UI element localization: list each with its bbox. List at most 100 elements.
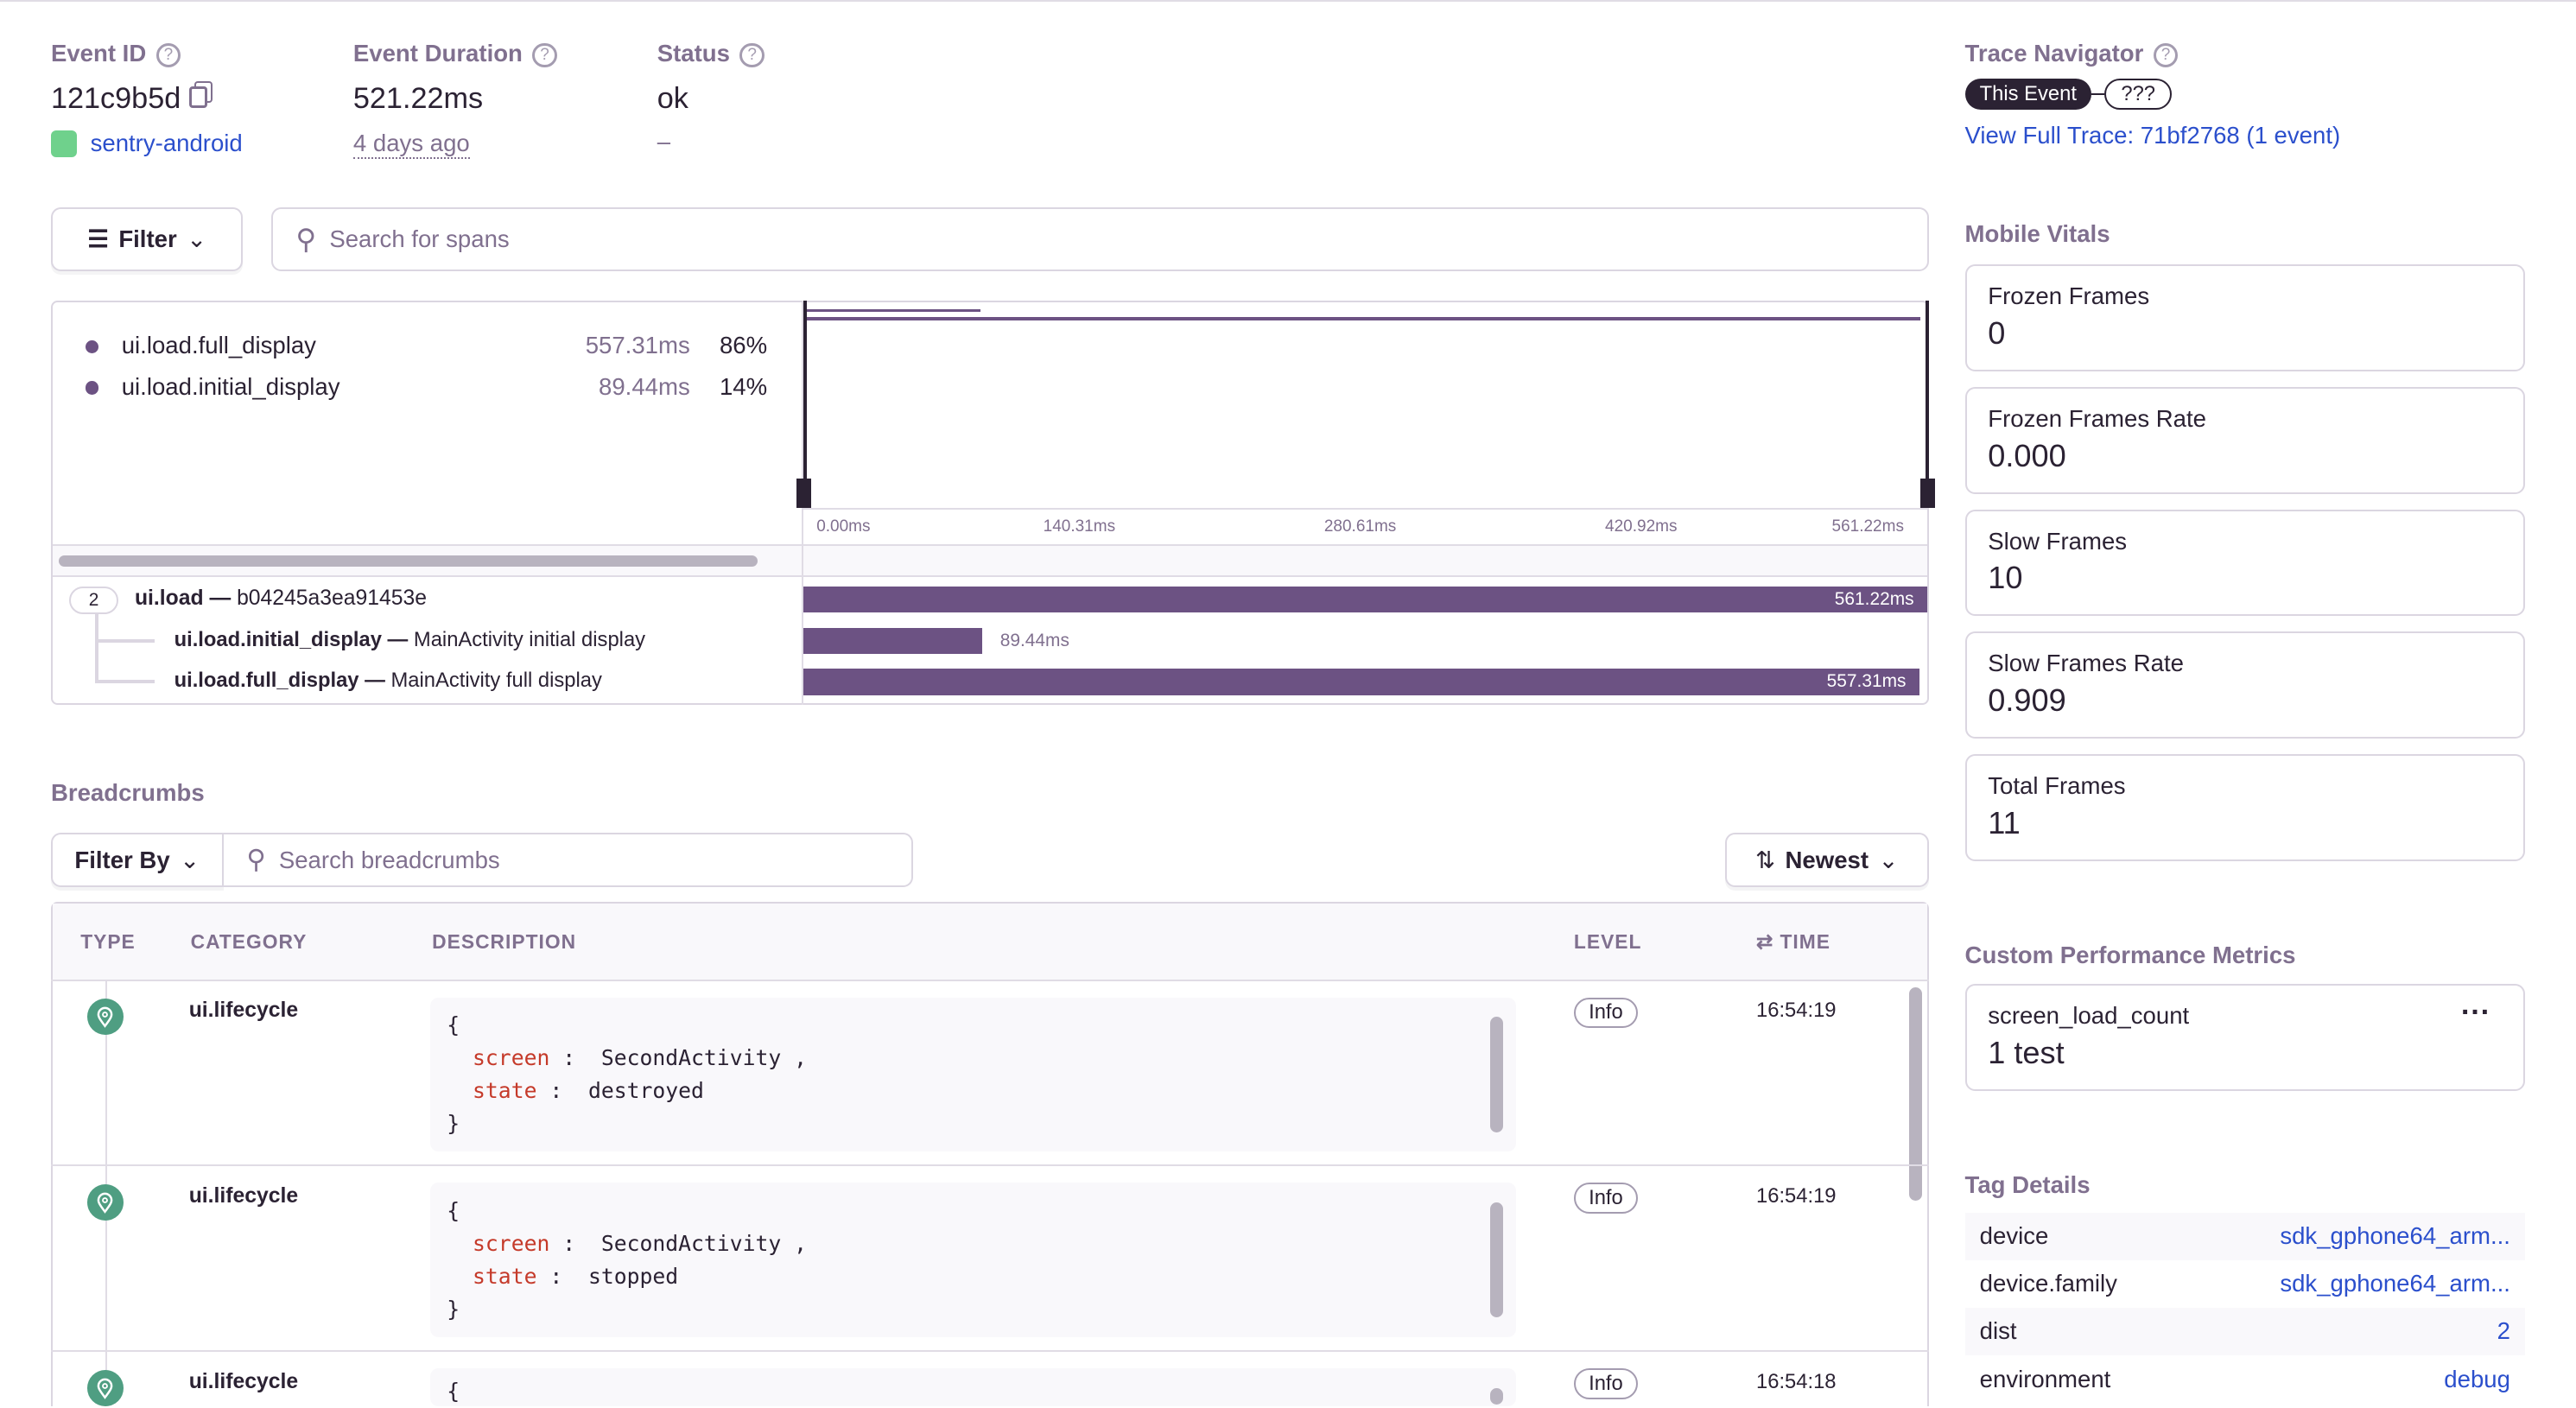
vital-label: Slow Frames: [1988, 527, 2128, 555]
tag-row: device sdk_gphone64_arm...: [1964, 1212, 2526, 1260]
location-pin-icon: [86, 999, 124, 1036]
span-row-label[interactable]: ui.load.full_display — MainActivity full…: [174, 669, 602, 693]
vital-card: Total Frames 11: [1964, 754, 2526, 861]
span-row-label[interactable]: ui.load.initial_display — MainActivity i…: [174, 627, 646, 651]
tag-value-link[interactable]: debug: [2444, 1365, 2510, 1392]
trace-nav: This Event ???: [1964, 79, 2173, 111]
level-badge: Info: [1573, 997, 1638, 1029]
tag-key: device: [1979, 1222, 2049, 1250]
duration-label: Event Duration?: [353, 40, 557, 68]
android-icon: [50, 130, 78, 157]
tag-row: dist 2: [1964, 1307, 2526, 1356]
vital-value: 10: [1988, 560, 2023, 596]
vital-label: Frozen Frames: [1988, 282, 2150, 310]
tick-label: 420.92ms: [1605, 517, 1678, 536]
unknown-node[interactable]: ???: [2104, 79, 2173, 111]
op-duration: 557.31ms: [585, 332, 690, 359]
time-ago: 4 days ago: [352, 130, 470, 160]
minimap[interactable]: [796, 301, 1936, 510]
level-badge: Info: [1573, 1183, 1638, 1215]
col-time[interactable]: ⇄ TIME: [1756, 929, 1830, 953]
child-count-toggle[interactable]: 2: [68, 587, 119, 614]
search-icon: ⚲: [246, 845, 266, 875]
horizontal-scrollbar[interactable]: [59, 555, 758, 568]
vital-label: Frozen Frames Rate: [1988, 404, 2206, 432]
help-icon[interactable]: ?: [532, 42, 557, 68]
swap-icon: ⇄: [1756, 929, 1774, 953]
span-row-label[interactable]: ui.load — b04245a3ea91453e: [134, 587, 428, 611]
tag-value-link[interactable]: 2: [2497, 1317, 2510, 1345]
custom-metrics-title: Custom Performance Metrics: [1964, 941, 2296, 968]
this-event-node[interactable]: This Event: [1964, 79, 2092, 111]
col-type: TYPE: [80, 929, 136, 953]
time: 16:54:19: [1756, 999, 1837, 1023]
breadcrumbs-title: Breadcrumbs: [50, 778, 205, 806]
time: 16:54:19: [1756, 1184, 1837, 1208]
mobile-vitals-title: Mobile Vitals: [1964, 219, 2110, 247]
help-icon[interactable]: ?: [739, 42, 765, 68]
op-name: ui.load.full_display: [121, 332, 316, 359]
vital-value: 0.909: [1988, 682, 2066, 719]
description-json: { screen : SecondActivity , state : stop…: [430, 1183, 1517, 1338]
vital-label: Slow Frames Rate: [1988, 650, 2184, 677]
vital-value: 11: [1988, 804, 2021, 840]
category: ui.lifecycle: [188, 1184, 299, 1208]
vertical-scrollbar[interactable]: [1908, 987, 1923, 1202]
sort-button[interactable]: ⇅ Newest ⌄: [1724, 833, 1929, 888]
more-options-icon[interactable]: ···: [2460, 995, 2491, 1029]
custom-metric-card: screen_load_count 1 test ···: [1964, 984, 2526, 1091]
view-full-trace-link[interactable]: View Full Trace: 71bf2768 (1 event): [1964, 121, 2341, 149]
help-icon[interactable]: ?: [155, 42, 181, 68]
op-percent: 86%: [719, 332, 768, 359]
span-bar[interactable]: 561.22ms: [803, 587, 1927, 613]
minimap-left-handle[interactable]: [796, 478, 812, 508]
col-category: CATEGORY: [190, 929, 308, 953]
category: ui.lifecycle: [188, 999, 299, 1023]
vital-card: Frozen Frames Rate 0.000: [1964, 386, 2526, 494]
breadcrumb-row: ui.lifecycle { Info 16:54:18: [50, 1350, 1929, 1407]
tag-details-title: Tag Details: [1964, 1171, 2091, 1199]
span-bar[interactable]: [803, 627, 982, 654]
col-level: LEVEL: [1573, 929, 1642, 953]
trace-navigator-label: Trace Navigator?: [1965, 40, 2179, 68]
tag-row: environment debug: [1964, 1355, 2526, 1404]
op-name: ui.load.initial_display: [121, 372, 340, 400]
tick-label: 0.00ms: [816, 517, 871, 536]
breadcrumb-search-input[interactable]: ⚲ Search breadcrumbs: [221, 833, 914, 888]
copy-icon[interactable]: [188, 86, 207, 109]
tick-label: 140.31ms: [1043, 517, 1116, 536]
filter-button[interactable]: ☰ Filter ⌄: [50, 206, 244, 271]
description-json: { screen : SecondActivity , state : dest…: [430, 997, 1517, 1152]
minimap-right-handle[interactable]: [1920, 478, 1936, 508]
tag-key: dist: [1979, 1317, 2017, 1345]
event-id-label: Event ID?: [51, 40, 181, 68]
event-duration: 521.22ms: [352, 82, 484, 116]
span-duration-label: 89.44ms: [999, 631, 1069, 651]
status-label: Status?: [657, 40, 765, 68]
vital-label: Total Frames: [1988, 772, 2126, 800]
sort-icon: ⇅: [1755, 847, 1776, 874]
span-search-input[interactable]: ⚲ Search for spans: [270, 206, 1929, 271]
location-pin-icon: [86, 1370, 124, 1407]
code-scrollbar[interactable]: [1489, 1388, 1504, 1405]
tag-value-link[interactable]: sdk_gphone64_arm...: [2280, 1270, 2510, 1297]
breadcrumb-row: ui.lifecycle { screen : SecondActivity ,…: [50, 1164, 1929, 1350]
help-icon[interactable]: ?: [2153, 42, 2179, 68]
category: ui.lifecycle: [188, 1370, 299, 1394]
vital-value: 0: [1988, 315, 2006, 351]
vital-card: Slow Frames 10: [1964, 509, 2526, 617]
code-scrollbar[interactable]: [1489, 1017, 1504, 1132]
metric-name: screen_load_count: [1988, 1002, 2190, 1030]
location-pin-icon: [86, 1184, 124, 1221]
span-bar[interactable]: 557.31ms: [803, 669, 1919, 695]
tick-label: 280.61ms: [1323, 517, 1397, 536]
tag-value-link[interactable]: sdk_gphone64_arm...: [2280, 1222, 2510, 1250]
op-dot-icon: [85, 339, 99, 353]
time: 16:54:18: [1756, 1370, 1837, 1394]
op-dot-icon: [85, 381, 99, 395]
filter-by-button[interactable]: Filter By ⌄: [50, 833, 224, 888]
tag-key: device.family: [1979, 1270, 2117, 1297]
project-link[interactable]: sentry-android: [50, 130, 243, 157]
code-scrollbar[interactable]: [1489, 1202, 1504, 1318]
description-json: {: [430, 1368, 1517, 1407]
